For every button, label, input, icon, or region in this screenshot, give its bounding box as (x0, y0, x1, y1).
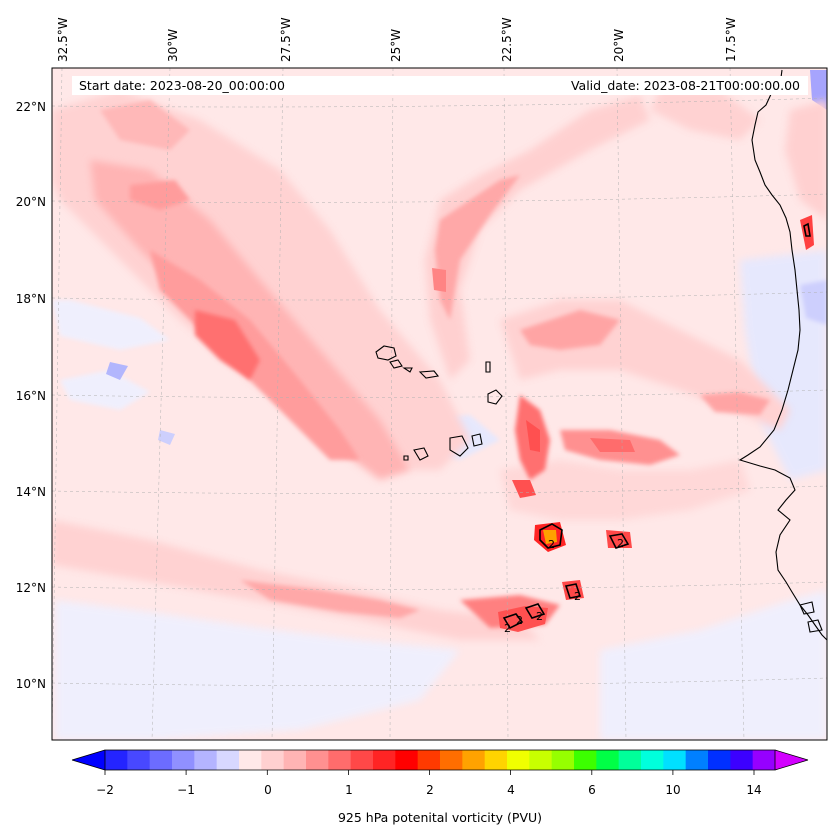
lon-tick-label: 20°W (612, 29, 626, 62)
colorbar-cell (730, 750, 754, 770)
colorbar-cell (395, 750, 419, 770)
brava-island (403, 455, 409, 461)
lat-tick-label: 12°N (16, 581, 46, 595)
colorbar-tick-label: 10 (665, 783, 680, 797)
lon-tick-label: 25°W (389, 29, 403, 62)
colorbar-cell (685, 750, 709, 770)
bijagos-island-2 (807, 619, 823, 633)
lat-tick-label: 22°N (16, 100, 46, 114)
santa-luzia-island (402, 367, 413, 373)
colorbar-tick-labels: −2 −1 0 1 2 4 6 10 14 (96, 783, 761, 797)
colorbar-cell (641, 750, 664, 770)
gridlines (52, 68, 827, 740)
colorbar-tick-label: 6 (588, 783, 596, 797)
lon-tick-label: 17.5°W (724, 17, 738, 62)
contour-label: 2 (504, 622, 511, 635)
colorbar-cell (663, 750, 687, 770)
colorbar-cell (194, 750, 218, 770)
strong-pv-areas (498, 215, 814, 632)
colorbar-cell (484, 750, 508, 770)
colorbar-cell (306, 750, 329, 770)
colorbar-cell (127, 750, 151, 770)
colorbar-cell (551, 750, 575, 770)
colorbar-cell (618, 750, 642, 770)
colorbar-cell (708, 750, 731, 770)
colorbar-tick-label: 4 (507, 783, 515, 797)
colorbar-max-arrow (775, 750, 808, 770)
lon-tick-label: 32.5°W (56, 17, 70, 62)
colorbar-cell (216, 750, 240, 770)
contour-label: 2 (516, 614, 523, 627)
sao-vicente-island (389, 359, 403, 369)
boa-vista-island (487, 389, 503, 405)
colorbar-label: 925 hPa potenital vorticity (PVU) (338, 810, 542, 825)
start-date-label: Start date: 2023-08-20_00:00:00 (79, 78, 285, 93)
map-frame (51, 67, 828, 741)
colorbar-cell (440, 750, 463, 770)
latitude-labels: 22°N 20°N 18°N 16°N 14°N 12°N 10°N (16, 100, 46, 691)
bijagos-island (799, 601, 815, 615)
colorbar-cell (105, 750, 128, 770)
colorbar-tick-label: −2 (96, 783, 114, 797)
colorbar-cell (752, 750, 776, 770)
colorbar-cell (596, 750, 620, 770)
contour-labels: 2 2 2 2 2 2 (504, 537, 624, 635)
colorbar-cell (373, 750, 396, 770)
valid-date-label: Valid_date: 2023-08-21T00:00:00.00 (571, 78, 800, 93)
colorbar-tick-label: 14 (746, 783, 761, 797)
colorbar-cell (283, 750, 307, 770)
moderate-pv-areas (90, 100, 770, 628)
lat-tick-label: 16°N (16, 389, 46, 403)
lat-tick-label: 10°N (16, 677, 46, 691)
pv-contours (502, 222, 811, 630)
santo-antao-island (375, 345, 397, 361)
fogo-island (413, 447, 429, 461)
colorbar-cell (417, 750, 441, 770)
lat-tick-label: 20°N (16, 195, 46, 209)
colorbar-arrow-outline (71, 749, 809, 771)
lat-tick-label: 18°N (16, 292, 46, 306)
colorbar-min-arrow (72, 750, 105, 770)
colorbar: −2 −1 0 1 2 4 6 10 14 925 hPa potenital … (71, 749, 809, 825)
contour-label: 2 (548, 538, 555, 551)
lat-tick-label: 14°N (16, 485, 46, 499)
lon-tick-label: 27.5°W (279, 17, 293, 62)
colorbar-cell (574, 750, 597, 770)
contour-label: 2 (617, 537, 624, 550)
colorbar-cell (529, 750, 553, 770)
maio-island (471, 433, 483, 447)
lon-tick-label: 22.5°W (500, 17, 514, 62)
colorbar-tick-label: 2 (426, 783, 434, 797)
colorbar-cell (462, 750, 486, 770)
colorbar-cell (149, 750, 173, 770)
date-info-box (72, 76, 808, 95)
santiago-island (449, 435, 469, 457)
africa-coastline (738, 69, 827, 641)
map-panel: 2 2 2 2 2 2 Start date: 2023-08-20_00:00… (52, 68, 827, 740)
sal-island (485, 361, 491, 373)
colorbar-cells (105, 750, 776, 770)
contour-label: 2 (536, 610, 543, 623)
contour-label: 2 (574, 590, 581, 603)
colorbar-cell (261, 750, 285, 770)
colorbar-tick-label: 0 (264, 783, 272, 797)
colorbar-tick-label: 1 (345, 783, 353, 797)
lon-tick-label: 30°W (166, 29, 180, 62)
colorbar-tick-label: −1 (177, 783, 195, 797)
longitude-labels: 32.5°W 30°W 27.5°W 25°W 22.5°W 20°W 17.5… (56, 17, 738, 62)
colorbar-cell (507, 750, 530, 770)
colorbar-cell (350, 750, 374, 770)
coastlines (375, 69, 827, 641)
colorbar-cell (328, 750, 352, 770)
sao-nicolau-island (418, 370, 440, 379)
colorbar-ticks (104, 770, 755, 775)
colorbar-cell (239, 750, 262, 770)
colorbar-cell (172, 750, 195, 770)
